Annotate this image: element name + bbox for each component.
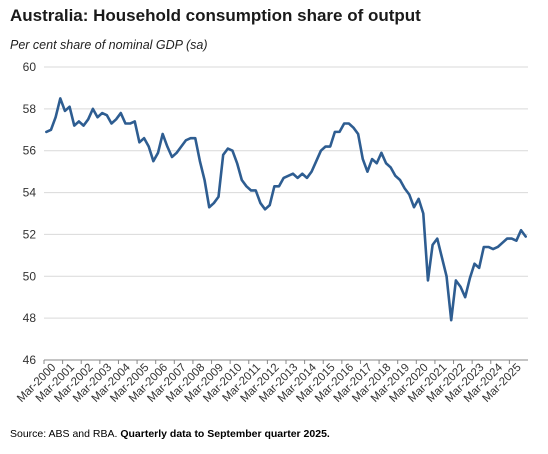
source-note: Source: ABS and RBA. — [10, 428, 118, 440]
gridlines — [44, 66, 528, 361]
chart-footer: Source: ABS and RBA. Quarterly data to S… — [10, 428, 330, 440]
series-group — [45, 97, 527, 322]
chart-title: Australia: Household consumption share o… — [10, 6, 421, 25]
y-tick-label: 56 — [23, 144, 37, 158]
y-tick-label: 50 — [23, 269, 37, 283]
y-tick-label: 52 — [23, 227, 37, 241]
y-axis-ticks: 46 48 50 52 54 56 58 60 — [23, 60, 37, 367]
y-tick-label: 60 — [23, 60, 37, 74]
y-tick-label: 58 — [23, 102, 37, 116]
y-tick-label: 54 — [23, 186, 37, 200]
x-axis-ticks: Mar-2000Mar-2001Mar-2002Mar-2003Mar-2004… — [15, 360, 524, 405]
y-tick-label: 48 — [23, 311, 37, 325]
y-axis-label: Per cent share of nominal GDP (sa) — [10, 38, 208, 52]
series-line — [45, 97, 527, 322]
y-tick-label: 46 — [23, 353, 37, 367]
data-note: Quarterly data to September quarter 2025… — [120, 428, 330, 440]
